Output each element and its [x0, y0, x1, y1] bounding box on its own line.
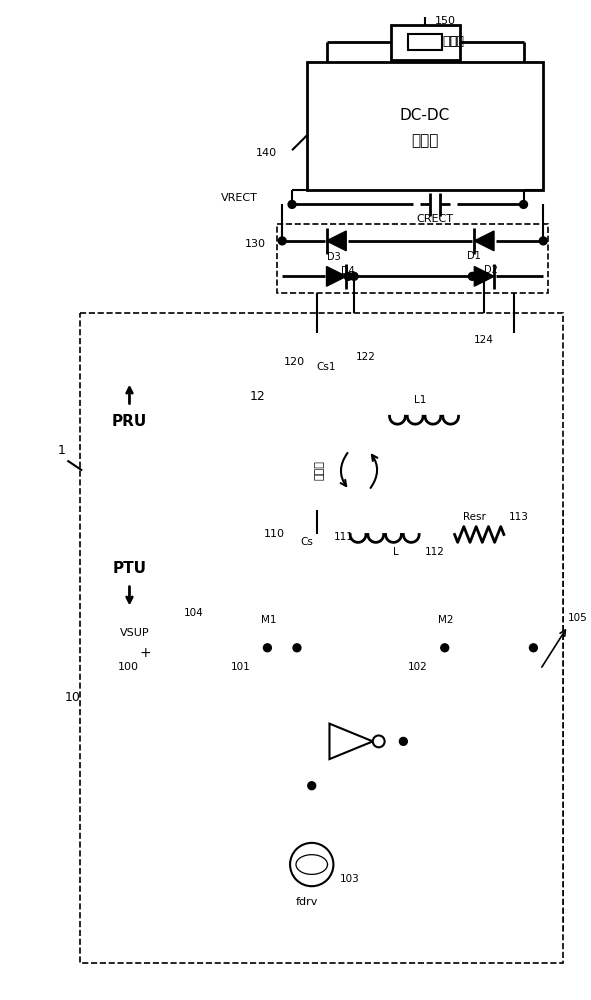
Text: D4: D4	[341, 266, 355, 276]
Polygon shape	[326, 231, 346, 251]
Text: 103: 103	[339, 874, 359, 884]
Circle shape	[344, 272, 352, 280]
Circle shape	[519, 200, 528, 208]
Polygon shape	[475, 267, 494, 286]
Text: 124: 124	[475, 335, 494, 345]
Text: DC-DC: DC-DC	[400, 108, 450, 123]
Bar	[391, 25, 460, 60]
Bar	[80, 313, 563, 963]
Text: 110: 110	[264, 529, 285, 539]
Bar	[317, 333, 514, 431]
Text: 102: 102	[408, 662, 428, 672]
Circle shape	[373, 735, 385, 747]
Text: 104: 104	[184, 608, 203, 618]
Text: 1: 1	[57, 444, 66, 457]
Circle shape	[264, 644, 271, 652]
Text: 122: 122	[356, 352, 376, 362]
Circle shape	[350, 272, 358, 280]
Circle shape	[288, 200, 296, 208]
Text: 130: 130	[245, 239, 265, 249]
Circle shape	[308, 782, 316, 790]
Circle shape	[540, 237, 547, 245]
Bar	[277, 224, 548, 293]
Text: PTU: PTU	[112, 561, 147, 576]
Circle shape	[278, 237, 286, 245]
Circle shape	[400, 737, 407, 745]
Circle shape	[530, 644, 537, 652]
Polygon shape	[326, 267, 346, 286]
Text: M2: M2	[438, 615, 453, 625]
Text: fdrv: fdrv	[296, 897, 318, 907]
Text: VSUP: VSUP	[119, 628, 149, 638]
Bar	[267, 328, 558, 663]
Polygon shape	[475, 231, 494, 251]
Text: Cs1: Cs1	[317, 362, 336, 372]
Text: D2: D2	[484, 265, 498, 275]
Text: 111: 111	[333, 532, 353, 542]
Bar	[408, 34, 442, 50]
Polygon shape	[329, 724, 373, 759]
Text: 150: 150	[435, 16, 456, 26]
Text: 12: 12	[249, 390, 265, 403]
Circle shape	[441, 644, 449, 652]
Text: 105: 105	[568, 613, 587, 623]
Text: 120: 120	[284, 357, 305, 367]
Text: 112: 112	[425, 547, 445, 557]
Circle shape	[293, 644, 301, 652]
Text: M1: M1	[261, 615, 276, 625]
Text: L1: L1	[414, 395, 426, 405]
Circle shape	[290, 843, 333, 886]
Bar	[95, 510, 563, 934]
Text: D1: D1	[467, 251, 481, 261]
Text: 10: 10	[64, 691, 80, 704]
Text: 140: 140	[256, 148, 277, 158]
Circle shape	[469, 272, 476, 280]
Text: +: +	[139, 646, 151, 660]
Text: D3: D3	[326, 252, 340, 262]
Text: Resr: Resr	[463, 512, 486, 522]
Bar	[297, 510, 534, 603]
Text: 113: 113	[509, 512, 529, 522]
Text: Cs: Cs	[301, 537, 314, 547]
Text: L: L	[392, 547, 398, 557]
Text: 转换器: 转换器	[411, 133, 439, 148]
Text: PRU: PRU	[112, 414, 147, 429]
Text: CRECT: CRECT	[417, 214, 453, 224]
Bar	[307, 62, 543, 190]
Text: 负载: 负载	[442, 35, 457, 48]
Text: 负载: 负载	[450, 35, 465, 48]
Text: 磁共振: 磁共振	[314, 461, 324, 480]
Text: VRECT: VRECT	[220, 193, 258, 203]
Text: 101: 101	[231, 662, 251, 672]
Circle shape	[480, 272, 488, 280]
Text: 100: 100	[118, 662, 139, 672]
